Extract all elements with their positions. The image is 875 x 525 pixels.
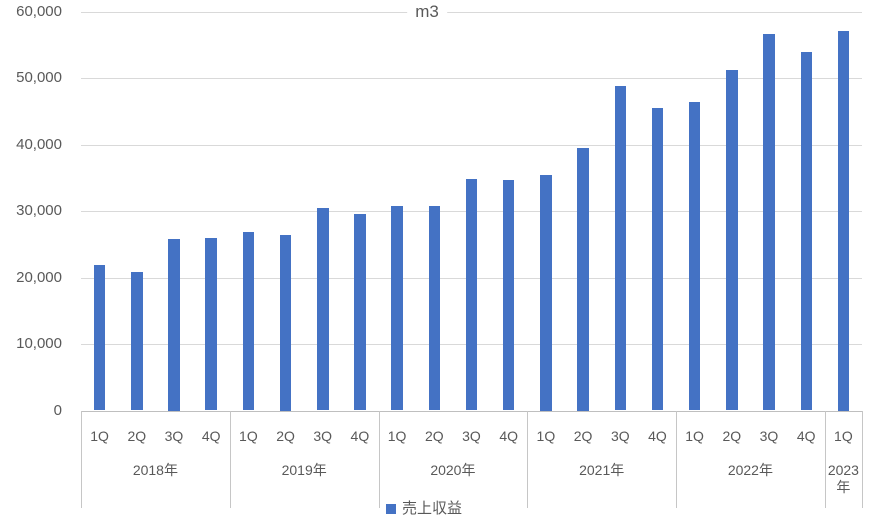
year-divider	[676, 411, 677, 508]
bar-13	[577, 148, 589, 411]
x-axis-quarter-label: 2Q	[722, 428, 742, 444]
legend-label: 売上収益	[401, 500, 463, 517]
x-axis-year-label: 2021年	[579, 462, 625, 478]
bar-9	[428, 205, 441, 411]
bar-5	[279, 235, 292, 411]
chart-title: m3	[407, 1, 447, 22]
legend-marker-icon	[385, 504, 396, 514]
x-axis-quarter-label: 4Q	[796, 428, 816, 444]
x-axis-quarter-label: 4Q	[648, 428, 667, 444]
x-axis-year-label: 2018年	[132, 462, 178, 478]
year-divider	[862, 411, 863, 508]
bar-6	[317, 208, 329, 411]
y-axis-tick-label: 30,000	[16, 202, 62, 220]
x-axis-quarter-label: 2Q	[127, 428, 147, 444]
bar-3	[205, 237, 217, 411]
bar-18	[763, 33, 775, 411]
year-divider	[81, 411, 82, 508]
year-divider	[527, 411, 529, 508]
x-axis-quarter-label: 3Q	[313, 428, 333, 444]
bar-2	[168, 239, 180, 411]
x-axis-quarter-label: 2Q	[276, 428, 295, 444]
bar-12	[540, 174, 552, 411]
bar-10	[465, 179, 478, 411]
x-axis-year-label: 2020年	[430, 462, 476, 478]
bar-7	[354, 214, 366, 411]
x-axis-quarter-label: 2Q	[573, 428, 593, 444]
gridline-50000	[81, 78, 862, 80]
y-axis-tick-label: 10,000	[16, 335, 62, 352]
y-axis-tick-label: 20,000	[16, 268, 62, 286]
y-axis-tick-label: 0	[53, 401, 62, 419]
x-axis-quarter-label: 1Q	[239, 428, 258, 444]
x-axis-quarter-label: 4Q	[201, 428, 221, 444]
year-divider	[229, 411, 231, 508]
x-axis-quarter-label: 1Q	[685, 428, 704, 444]
legend: 売上収益	[385, 500, 463, 518]
x-axis-quarter-label: 4Q	[350, 428, 370, 444]
x-axis-quarter-label: 3Q	[462, 428, 481, 444]
x-axis-quarter-label: 1Q	[536, 428, 556, 444]
x-axis-quarter-label: 3Q	[759, 428, 779, 444]
y-axis-tick-label: 50,000	[16, 69, 62, 87]
gridline-60000	[81, 11, 862, 13]
bar-20	[837, 31, 850, 411]
bar-0	[93, 264, 106, 411]
x-axis-quarter-label: 1Q	[834, 428, 853, 444]
year-divider	[824, 411, 826, 508]
x-axis-year-label: 2019年	[281, 462, 327, 478]
x-axis-quarter-label: 3Q	[164, 428, 184, 444]
bar-8	[391, 205, 403, 411]
x-axis-quarter-label: 1Q	[90, 428, 109, 444]
x-axis-quarter-label: 4Q	[499, 428, 519, 444]
bar-17	[726, 70, 738, 411]
bar-4	[242, 231, 255, 411]
bar-15	[651, 108, 664, 411]
bar-1	[131, 271, 143, 411]
x-axis-quarter-label: 2Q	[424, 428, 444, 444]
bar-19	[800, 51, 812, 411]
x-axis-year-label: 2022年	[727, 462, 773, 478]
gridline-40000	[81, 144, 862, 146]
y-axis-tick-label: 40,000	[16, 135, 62, 153]
bar-11	[502, 179, 515, 411]
x-axis-quarter-label: 1Q	[387, 428, 407, 444]
bar-16	[688, 102, 701, 411]
x-axis-year-label: 2023年	[827, 462, 859, 495]
y-axis-tick-label: 60,000	[16, 2, 62, 20]
x-axis-line	[81, 410, 862, 412]
year-divider	[378, 411, 380, 508]
x-axis-quarter-label: 3Q	[610, 428, 630, 444]
bar-14	[614, 86, 626, 411]
